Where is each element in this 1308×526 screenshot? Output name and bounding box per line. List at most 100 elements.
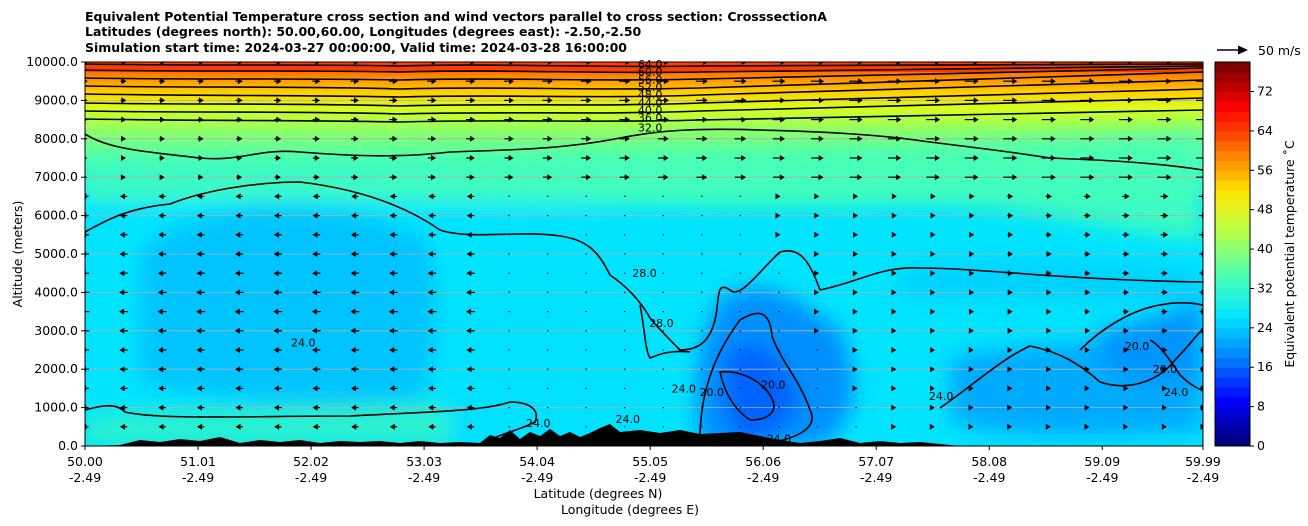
x-tick-label-lon: -2.49	[408, 470, 440, 485]
wind-vector	[852, 385, 858, 392]
contour-label: 60.0	[638, 66, 663, 79]
wind-vector	[542, 62, 553, 65]
y-axis-label: Altitude (meters)	[10, 201, 25, 308]
wind-vector	[929, 404, 935, 411]
wind-vector	[273, 289, 283, 296]
contour-label: 24.0	[1164, 386, 1189, 399]
colorbar-segment	[1215, 357, 1250, 368]
wind-vector	[120, 174, 126, 181]
wind-vector	[1007, 385, 1013, 392]
wind-vector	[466, 212, 475, 219]
x-tick-label-lon: -2.49	[973, 470, 1005, 485]
wind-vector	[312, 174, 320, 181]
wind-vector	[585, 349, 587, 351]
wind-vector	[1046, 308, 1052, 315]
wind-vector	[739, 215, 741, 217]
wind-vector	[508, 330, 510, 332]
wind-vector	[350, 62, 360, 65]
wind-vector	[739, 195, 741, 197]
wind-vector	[351, 212, 359, 219]
wind-vector	[273, 231, 282, 238]
wind-vector	[968, 308, 974, 315]
colorbar-tick-label: 8	[1257, 399, 1265, 414]
wind-vector	[389, 97, 398, 104]
wind-vector	[734, 174, 747, 181]
wind-vector	[351, 155, 359, 161]
wind-vector	[969, 270, 975, 277]
wind-vector	[351, 135, 359, 142]
wind-vector	[273, 366, 282, 373]
wind-vector	[585, 195, 587, 197]
wind-vector	[235, 97, 243, 104]
wind-vector	[427, 135, 437, 142]
contour-label: 28.0	[649, 317, 674, 330]
wind-vector	[508, 407, 510, 409]
x-tick-label-lat: 58.08	[971, 454, 1007, 469]
wind-vector	[1196, 118, 1203, 121]
wind-vector	[508, 195, 510, 197]
wind-vector	[662, 407, 664, 409]
colorbar-segment	[1215, 327, 1250, 339]
wind-vector	[157, 347, 167, 353]
contour-56	[85, 67, 1203, 81]
wind-vector	[852, 231, 858, 238]
wind-vector	[508, 426, 510, 428]
wind-vector	[389, 193, 398, 200]
x-tick-label-lon: -2.49	[295, 470, 327, 485]
wind-vector	[547, 349, 549, 351]
wind-vector	[585, 253, 587, 255]
wind-vector	[772, 62, 786, 65]
wind-vector	[466, 423, 475, 430]
wind-vector	[196, 347, 205, 353]
wind-vector	[119, 327, 128, 334]
wind-vector	[547, 368, 549, 370]
wind-vector	[312, 347, 321, 353]
wind-vector	[778, 291, 780, 293]
wind-vector	[701, 368, 703, 370]
contour-label: 48.0	[638, 89, 663, 102]
wind-vector	[1122, 308, 1129, 315]
wind-vector	[887, 155, 902, 161]
wind-vector	[739, 330, 741, 332]
wind-vector	[662, 368, 664, 370]
wind-vector	[1007, 347, 1013, 353]
colorbar-segment	[1215, 170, 1250, 181]
wind-vector	[196, 404, 205, 411]
wind-vector	[1007, 251, 1013, 257]
wind-vector	[1007, 327, 1013, 334]
wind-vector	[1007, 289, 1013, 296]
wind-vector	[389, 327, 398, 334]
x-axis: 50.00-2.4951.01-2.4952.02-2.4953.03-2.49…	[67, 446, 1221, 485]
colorbar-segment	[1215, 229, 1250, 240]
wind-vector	[585, 387, 587, 389]
wind-vector	[350, 366, 359, 373]
contour-24-b	[699, 312, 813, 443]
wind-vector	[816, 368, 819, 370]
wind-vector	[158, 404, 166, 411]
wind-vector	[695, 97, 708, 104]
wind-vector	[312, 212, 321, 219]
wind-vector	[547, 215, 549, 217]
wind-vector	[350, 251, 359, 257]
wind-vector	[926, 155, 940, 161]
wind-vector	[930, 308, 936, 315]
wind-vector	[312, 404, 321, 411]
wind-vector	[274, 97, 282, 104]
wind-vector	[235, 251, 244, 257]
wind-vector	[351, 174, 359, 181]
wind-vector	[772, 78, 786, 85]
contour-24-d	[1079, 302, 1203, 351]
wind-vector	[696, 155, 708, 161]
wind-vector	[624, 426, 626, 428]
wind-vector	[739, 368, 741, 370]
y-tick-label: 6000.0	[34, 208, 78, 223]
wind-vector	[312, 231, 321, 238]
wind-vector	[739, 387, 741, 389]
wind-vector	[581, 135, 592, 142]
colorbar-segment	[1215, 288, 1250, 299]
wind-vector	[849, 174, 863, 181]
contour-label: 24.0	[671, 382, 696, 395]
wind-vector	[1161, 289, 1168, 296]
wind-vector	[504, 97, 514, 104]
contour-label: 56.0	[638, 73, 663, 86]
